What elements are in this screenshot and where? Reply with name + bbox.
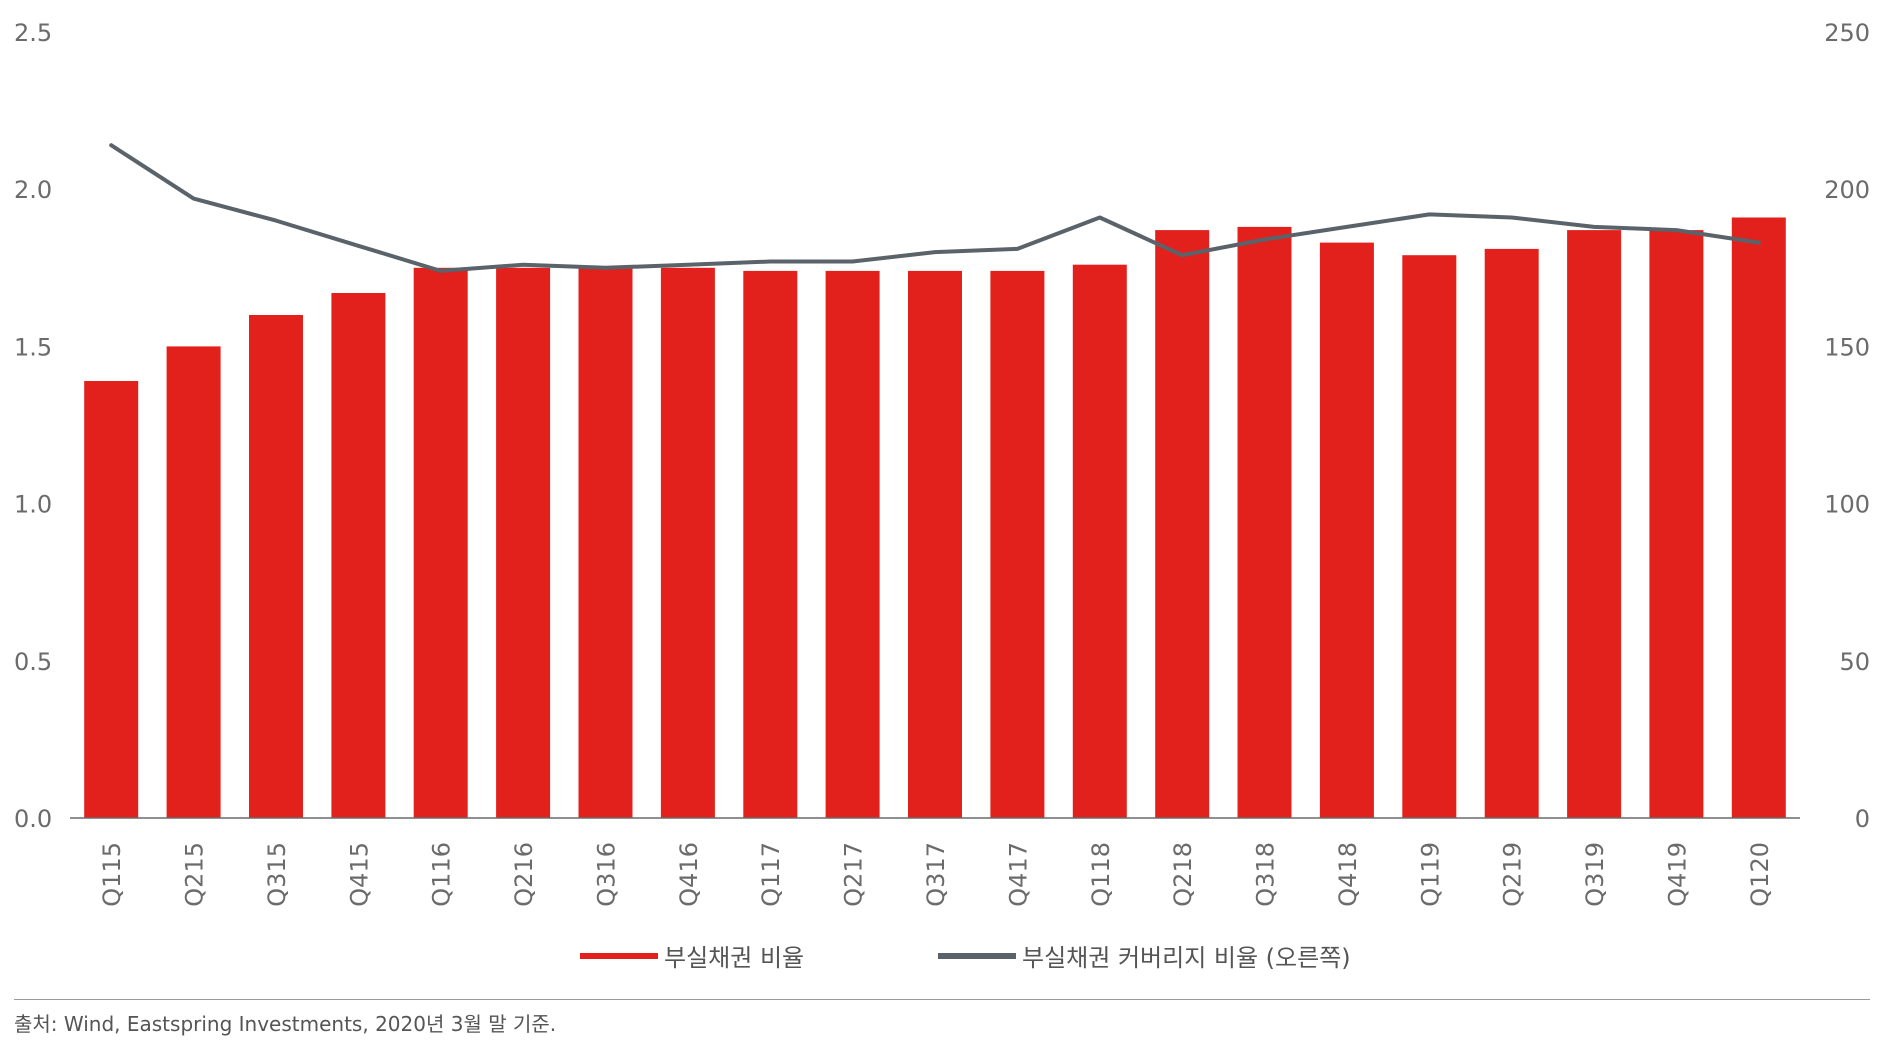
x-tick-label: Q315	[263, 842, 291, 907]
x-tick-label: Q416	[675, 842, 703, 907]
x-tick-label: Q419	[1663, 842, 1691, 907]
bar-Q115	[84, 381, 139, 818]
x-tick-label: Q217	[840, 842, 868, 907]
x-tick-label: Q115	[98, 842, 126, 907]
legend-label: 부실채권 커버리지 비율 (오른쪽)	[1022, 944, 1351, 972]
bar-Q118	[1072, 264, 1127, 818]
left-tick-label: 2.0	[14, 176, 52, 204]
x-tick-label: Q317	[922, 842, 950, 907]
x-tick-label: Q215	[181, 842, 209, 907]
right-tick-label: 100	[1824, 491, 1870, 519]
x-tick-label: Q418	[1334, 842, 1362, 907]
source-note: 출처: Wind, Eastspring Investments, 2020년 …	[14, 1012, 557, 1036]
x-tick-label: Q118	[1087, 842, 1115, 907]
bar-Q418	[1319, 242, 1374, 819]
legend: 부실채권 비율 부실채권 커버리지 비율 (오른쪽)	[0, 938, 1884, 978]
legend-swatch-bar	[580, 952, 658, 959]
bar-Q315	[249, 315, 303, 818]
left-tick-label: 1.0	[14, 491, 52, 519]
right-axis: 0 50 100 150 200 250	[1824, 19, 1870, 833]
bar-Q215	[166, 346, 221, 818]
bar-Q417	[990, 270, 1045, 818]
coverage-ratio-line	[109, 143, 1761, 273]
bar-Q317	[908, 270, 962, 818]
x-axis: Q115 Q215 Q315 Q415 Q116 Q216 Q316 Q416 Q117 Q217…	[98, 842, 1774, 907]
x-tick-label: Q318	[1252, 842, 1280, 907]
x-tick-label: Q319	[1581, 842, 1609, 907]
legend-swatch-line	[938, 952, 1016, 959]
bar-Q319	[1567, 230, 1622, 819]
bar-Q119	[1402, 255, 1457, 818]
left-axis: 0.0 0.5 1.0 1.5 2.0 2.5	[14, 19, 52, 833]
x-tick-label: Q216	[510, 842, 538, 907]
legend-label: 부실채권 비율	[664, 944, 805, 972]
right-tick-label: 250	[1824, 19, 1870, 47]
left-tick-label: 0.5	[14, 648, 52, 676]
x-tick-label: Q417	[1004, 842, 1032, 907]
right-tick-label: 0	[1855, 805, 1870, 833]
legend-item-npl-ratio: 부실채권 비율	[580, 938, 804, 973]
x-tick-label: Q219	[1499, 842, 1527, 907]
right-tick-label: 200	[1824, 176, 1870, 204]
bar-Q316	[578, 267, 633, 818]
bar-Q116	[413, 267, 468, 818]
x-tick-label: Q218	[1169, 842, 1197, 907]
left-tick-label: 2.5	[14, 19, 52, 47]
x-tick-label: Q415	[345, 842, 373, 907]
right-tick-label: 150	[1824, 333, 1870, 361]
bars-layer	[84, 217, 1786, 819]
source-divider	[14, 999, 1870, 1000]
bar-Q416	[660, 267, 715, 818]
legend-item-coverage-ratio: 부실채권 커버리지 비율 (오른쪽)	[938, 938, 1351, 973]
line-layer	[109, 143, 1761, 273]
x-tick-label: Q119	[1416, 842, 1444, 907]
x-tick-label: Q120	[1746, 842, 1774, 907]
bar-Q419	[1649, 230, 1704, 819]
left-tick-label: 0.0	[14, 805, 52, 833]
bar-Q318	[1237, 226, 1292, 818]
bar-Q415	[331, 293, 386, 818]
x-tick-label: Q316	[593, 842, 621, 907]
x-tick-label: Q117	[757, 842, 785, 907]
bar-Q218	[1155, 230, 1210, 819]
x-tick-label: Q116	[428, 842, 456, 907]
left-tick-label: 1.5	[14, 333, 52, 361]
bar-Q117	[743, 270, 798, 818]
bar-Q219	[1484, 248, 1539, 818]
bar-Q217	[825, 270, 880, 818]
right-tick-label: 50	[1839, 648, 1870, 676]
bar-Q216	[496, 267, 551, 818]
bar-Q120	[1731, 217, 1786, 818]
